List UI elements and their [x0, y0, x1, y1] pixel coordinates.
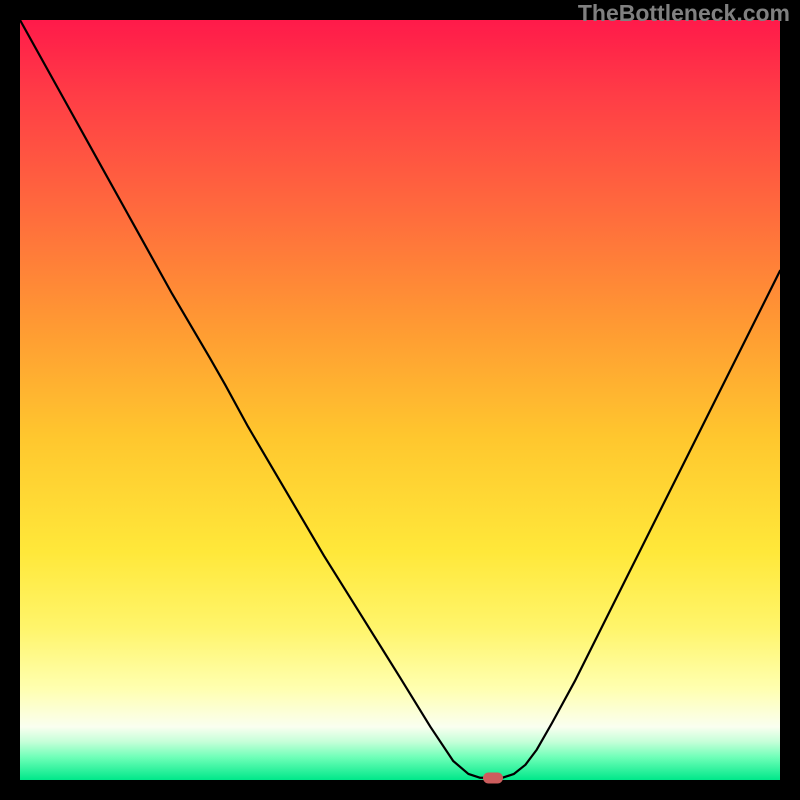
gradient-background [20, 20, 780, 780]
plot-svg [20, 20, 780, 780]
marker-rect [483, 772, 503, 783]
marker-svg [483, 772, 503, 783]
plot-area [20, 20, 780, 780]
chart-container: TheBottleneck.com [0, 0, 800, 800]
watermark-text: TheBottleneck.com [578, 0, 790, 27]
optimum-marker [483, 772, 503, 783]
